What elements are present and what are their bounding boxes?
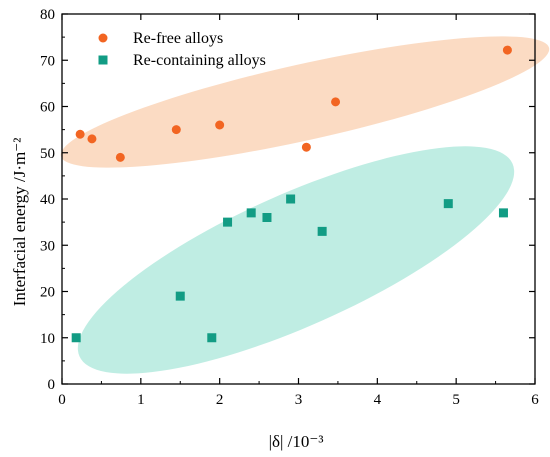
re-containing-point <box>443 199 453 209</box>
y-tick-label: 0 <box>48 377 56 393</box>
legend: Re-free alloys Re-containing alloys <box>98 30 266 69</box>
data-points <box>71 45 512 343</box>
re-free-point <box>331 97 341 107</box>
x-tick-label: 2 <box>216 392 224 408</box>
cluster-ellipse <box>60 36 550 168</box>
re-containing-point <box>175 291 185 301</box>
y-tick-label: 10 <box>40 331 55 347</box>
re-containing-point <box>207 333 217 343</box>
re-free-point <box>171 125 181 135</box>
re-free-point <box>301 142 311 152</box>
y-tick-label: 60 <box>40 100 55 116</box>
x-axis-label: |δ| /10⁻³ <box>269 432 324 451</box>
y-tick-label: 70 <box>40 53 55 69</box>
cluster-ellipses <box>60 36 550 374</box>
x-tick-label: 6 <box>531 392 539 408</box>
re-free-point <box>87 134 97 144</box>
y-axis-label: Interfacial energy /J·m⁻² <box>10 138 29 307</box>
x-tick-label: 1 <box>137 392 145 408</box>
legend-label: Re-containing alloys <box>133 52 266 69</box>
re-free-point <box>115 152 125 162</box>
re-free-point <box>502 45 512 55</box>
x-tick-label: 4 <box>374 392 382 408</box>
re-containing-point <box>286 194 296 204</box>
re-containing-point <box>223 217 233 227</box>
y-tick-label: 80 <box>40 7 55 23</box>
re-containing-point <box>71 333 81 343</box>
re-free-point <box>215 120 225 130</box>
legend-marker-square <box>98 55 108 65</box>
re-containing-point <box>498 208 508 218</box>
re-containing-point <box>246 208 256 218</box>
x-tick-label: 0 <box>58 392 66 408</box>
re-containing-point <box>262 213 272 222</box>
x-tick-label: 5 <box>452 392 460 408</box>
cluster-ellipse <box>77 146 515 374</box>
legend-label: Re-free alloys <box>133 30 223 47</box>
y-tick-label: 40 <box>40 192 55 208</box>
y-tick-label: 50 <box>40 146 55 162</box>
legend-marker-circle <box>98 33 108 43</box>
y-tick-label: 20 <box>40 285 55 301</box>
re-free-point <box>75 129 85 139</box>
y-tick-label: 30 <box>40 238 55 254</box>
re-containing-point <box>317 226 327 236</box>
x-tick-label: 3 <box>295 392 303 408</box>
